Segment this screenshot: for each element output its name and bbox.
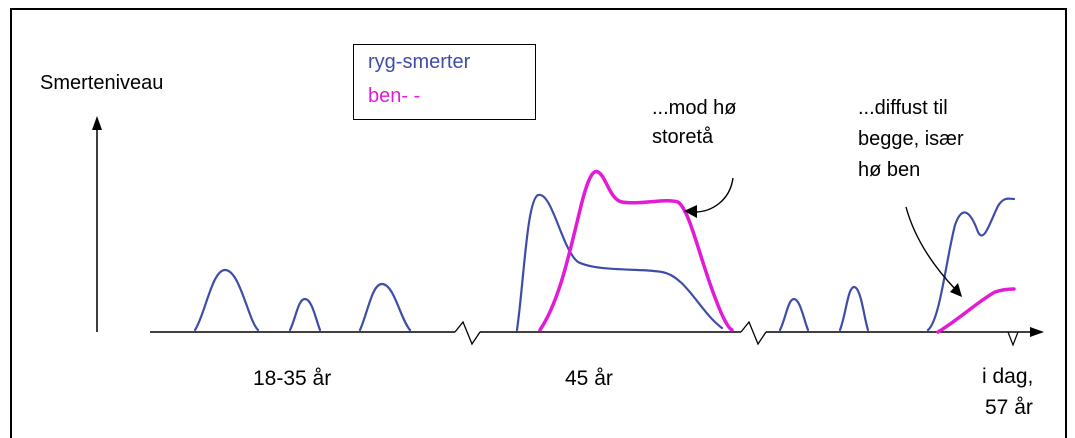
annotation-arrow-1-head — [684, 205, 697, 218]
annotation-1-line-1: ...mod hø — [652, 97, 737, 119]
back-pain-episode-3 — [358, 282, 412, 332]
annotation-arrow-1 — [691, 177, 734, 213]
annotation-2-line-2: begge, især — [858, 128, 964, 150]
period-label-18-35: 18-35 år — [253, 367, 332, 390]
y-axis-label: Smerteniveau — [40, 72, 164, 94]
legend-item-leg-pain: ben- - — [368, 85, 421, 107]
period-label-today-line-1: i dag, — [982, 365, 1034, 388]
annotation-2-line-1: ...diffust til — [858, 97, 948, 119]
x-axis-arrowhead — [1030, 327, 1044, 337]
annotation-2-line-3: hø ben — [858, 159, 921, 181]
series-back-pain — [193, 193, 1016, 332]
back-pain-episode-7 — [926, 197, 1016, 332]
period-label-today-line-2: 57 år — [985, 396, 1033, 419]
leg-pain-episode-2 — [936, 287, 1016, 334]
back-pain-episode-6 — [838, 285, 870, 332]
leg-pain-episode-1 — [538, 169, 734, 332]
annotation-arrow-2-head — [950, 283, 962, 297]
today-marker — [1007, 331, 1019, 347]
y-axis-arrowhead — [92, 116, 102, 130]
annotation-arrow-2 — [905, 206, 957, 291]
period-label-45: 45 år — [565, 367, 613, 390]
legend: ryg-smerter ben- - — [353, 44, 536, 120]
back-pain-episode-5 — [778, 297, 810, 332]
legend-item-back-pain: ryg-smerter — [368, 51, 471, 73]
back-pain-episode-4 — [515, 193, 724, 332]
axis-break-2 — [740, 320, 767, 346]
annotation-1-line-2: storetå — [652, 126, 714, 148]
back-pain-episode-1 — [193, 268, 260, 332]
axis-break-1 — [454, 320, 481, 346]
back-pain-episode-2 — [288, 297, 322, 332]
series-leg-pain — [538, 169, 1016, 334]
diagram-frame — [10, 8, 1067, 438]
